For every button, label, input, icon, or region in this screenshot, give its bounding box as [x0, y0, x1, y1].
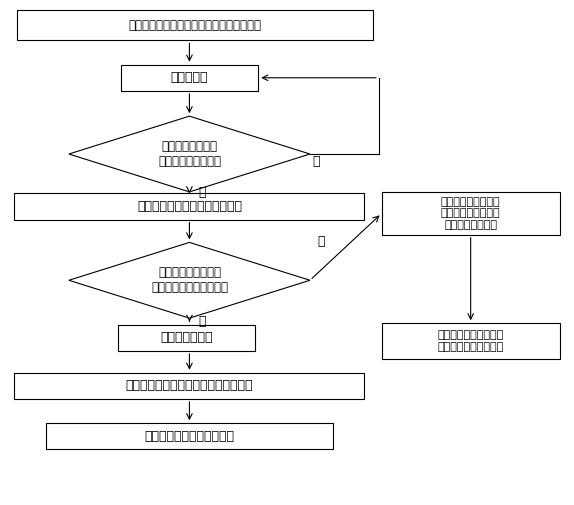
Text: 转入该功能应用的操作界面: 转入该功能应用的操作界面	[145, 430, 234, 443]
Text: 设置闹钟信息并储存至移动终端的储存区域: 设置闹钟信息并储存至移动终端的储存区域	[129, 19, 262, 32]
Polygon shape	[69, 242, 310, 318]
Bar	[14, 193, 364, 220]
Text: 启动一快捷列表: 启动一快捷列表	[160, 331, 213, 344]
Text: 否: 否	[313, 155, 320, 168]
Bar	[118, 325, 255, 351]
Text: 是: 是	[317, 235, 325, 248]
Text: 否: 否	[198, 315, 205, 328]
Bar	[46, 423, 333, 449]
Text: 弹出提示框请求用户
确认是否启动所述预
设的惟一功能应用: 弹出提示框请求用户 确认是否启动所述预 设的惟一功能应用	[441, 197, 501, 230]
Text: 判断预设的与该闹钟
关联的功能应用是否惟一: 判断预设的与该闹钟 关联的功能应用是否惟一	[151, 266, 228, 294]
Text: 以预设的铃音提醒方式提醒用户: 以预设的铃音提醒方式提醒用户	[137, 200, 242, 213]
Bar	[382, 192, 560, 235]
Bar	[382, 323, 560, 359]
Polygon shape	[69, 116, 310, 192]
Bar	[14, 373, 364, 399]
Text: 用户选择快捷列表中的一功能应用标识: 用户选择快捷列表中的一功能应用标识	[126, 379, 253, 392]
Text: 识别用户输入的确认指
示，启动所述功能应用: 识别用户输入的确认指 示，启动所述功能应用	[437, 330, 504, 351]
Text: 是: 是	[198, 186, 205, 199]
Bar	[17, 10, 373, 40]
Text: 启动一闹钟: 启动一闹钟	[170, 71, 208, 84]
Text: 监测当前时间是否
到达预设的提醒时间: 监测当前时间是否 到达预设的提醒时间	[158, 140, 221, 168]
Bar	[121, 65, 258, 91]
